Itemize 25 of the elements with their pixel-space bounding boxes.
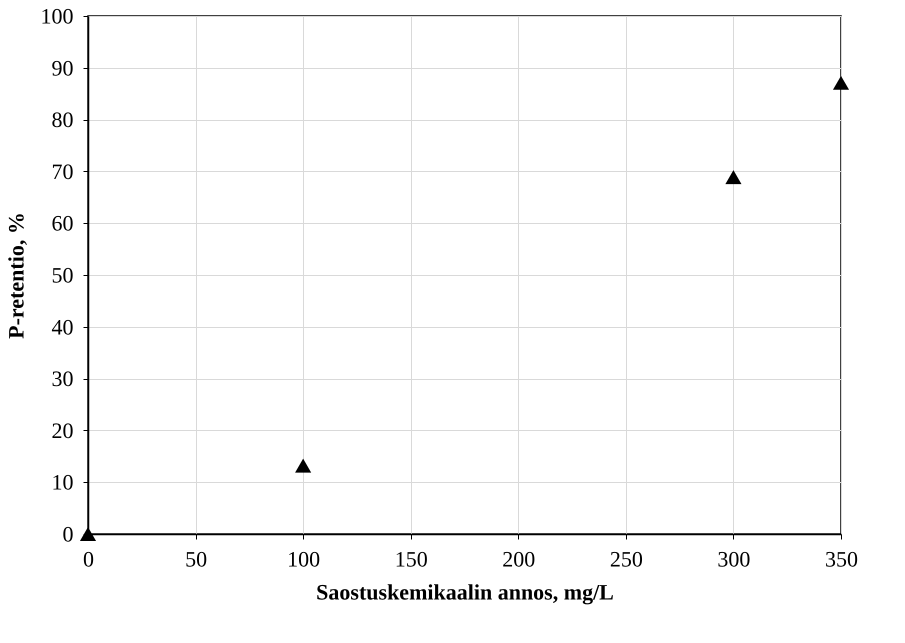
x-tick-label: 50: [185, 546, 208, 572]
point: [80, 527, 96, 541]
y-tick-label: 40: [52, 314, 74, 340]
point: [832, 76, 850, 90]
x-tick-label: 150: [394, 546, 428, 572]
x-tick-label: 350: [825, 546, 858, 572]
x-tick-label: 250: [610, 546, 643, 572]
y-tick-label: 50: [52, 262, 74, 288]
y-tick-label: 60: [52, 210, 74, 236]
y-tick-label: 100: [40, 4, 74, 28]
x-tick-label: 100: [287, 546, 320, 572]
y-tick-label: 0: [62, 522, 74, 546]
y-tick-label: 80: [52, 107, 74, 132]
y-tick-label: 90: [52, 55, 74, 80]
y-tick-label: 30: [52, 366, 74, 392]
x-axis-title: Saostuskemikaalin annos, mg/L: [316, 580, 614, 604]
point: [295, 458, 312, 473]
x-tick-label: 200: [502, 546, 536, 572]
x-tick-label: 300: [717, 546, 750, 572]
x-tick-label: 0: [83, 546, 94, 572]
y-axis-title: P-retentio, %: [4, 212, 28, 339]
y-tick-label: 70: [52, 158, 74, 184]
point: [725, 170, 742, 184]
y-tick-label: 20: [52, 418, 74, 443]
y-tick-label: 10: [52, 470, 74, 495]
